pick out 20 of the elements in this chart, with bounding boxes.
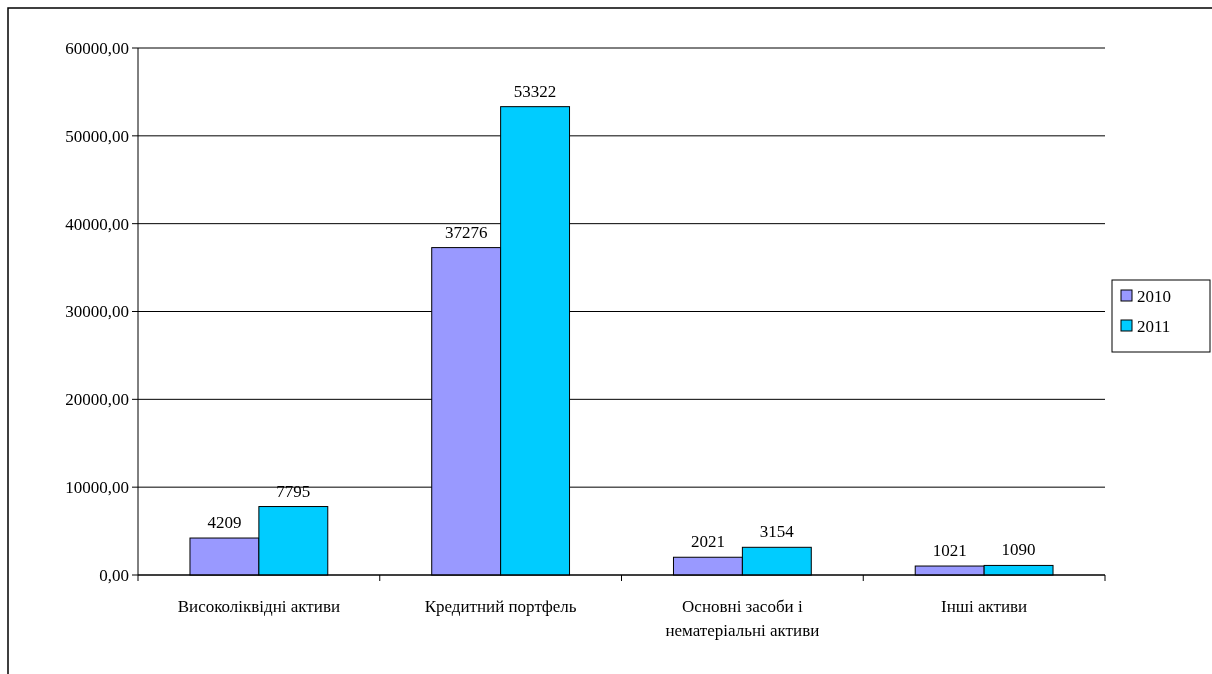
data-label: 4209 bbox=[207, 513, 242, 533]
x-tick-label: Кредитний портфель bbox=[424, 597, 577, 616]
y-tick-label: 0,00 bbox=[99, 565, 129, 585]
y-tick-label: 60000,00 bbox=[65, 38, 129, 58]
y-tick-label: 30000,00 bbox=[65, 302, 129, 322]
x-tick-label: Високоліквідні активи bbox=[177, 597, 341, 616]
data-label: 2021 bbox=[690, 532, 725, 552]
data-label: 1021 bbox=[932, 541, 967, 561]
x-tick-label: Інші активи bbox=[941, 597, 1028, 616]
y-tick-label: 10000,00 bbox=[65, 478, 129, 498]
y-tick-label: 20000,00 bbox=[65, 390, 129, 410]
legend-label: 2010 bbox=[1137, 286, 1171, 306]
data-label: 37276 bbox=[444, 222, 488, 242]
y-tick-label: 50000,00 bbox=[65, 126, 129, 146]
legend-label: 2011 bbox=[1137, 316, 1171, 336]
data-label: 53322 bbox=[513, 81, 557, 101]
x-tick-label: Основні засоби і нематеріальні активи bbox=[665, 597, 820, 640]
y-tick-label: 40000,00 bbox=[65, 214, 129, 234]
data-label: 3154 bbox=[759, 522, 795, 542]
data-label: 1090 bbox=[1001, 540, 1036, 560]
